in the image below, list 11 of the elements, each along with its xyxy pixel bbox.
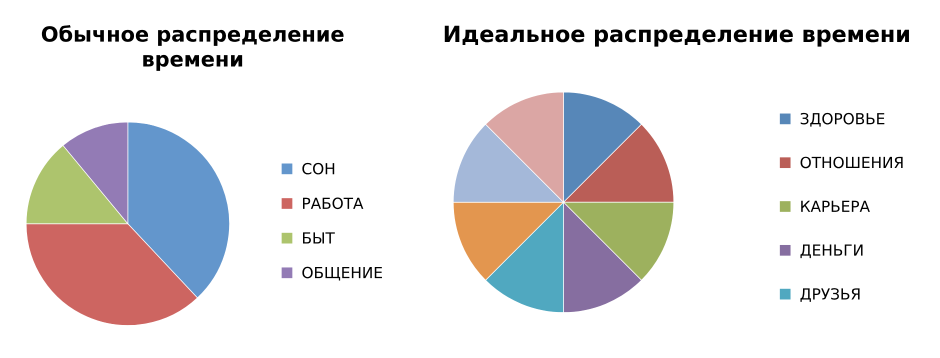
legend-label: РАБОТА bbox=[303, 198, 364, 210]
legend-label: СОН bbox=[302, 162, 334, 174]
chart-title: Обычное распределение времени bbox=[42, 25, 344, 71]
legend-label: БЫТ bbox=[303, 232, 335, 244]
legend-label: ЗДОРОВЬЕ bbox=[800, 112, 884, 127]
legend-label: ОТНОШЕНИЯ bbox=[800, 156, 903, 168]
legend-label: ДЕНЬГИ bbox=[800, 244, 863, 258]
legend-label: КАРЬЕРА bbox=[801, 200, 870, 212]
legend-label: ОБЩЕНИЕ bbox=[302, 266, 382, 281]
chart-title: Идеальное распределение времени bbox=[444, 26, 909, 47]
legend-label: ДРУЗЬЯ bbox=[800, 288, 860, 302]
